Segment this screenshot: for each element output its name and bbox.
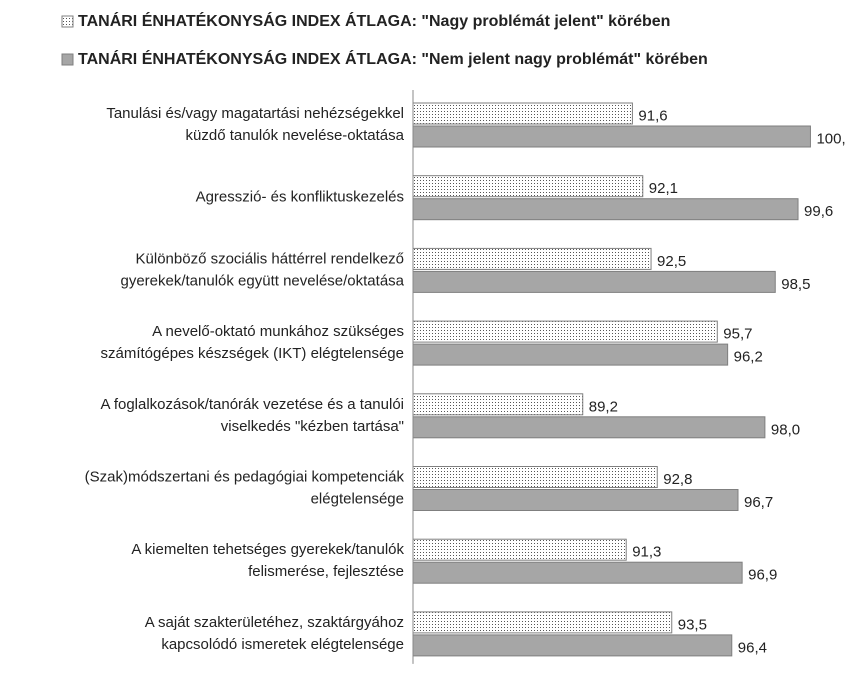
value-label: 100,2 — [816, 130, 846, 147]
category-label: viselkedés "kézben tartása" — [221, 418, 404, 435]
bar — [412, 270, 776, 293]
category-label: A kiemelten tehetséges gyerekek/tanulók — [131, 541, 404, 558]
bar — [412, 489, 739, 511]
bar — [412, 466, 658, 488]
value-label: 98,5 — [781, 276, 810, 293]
bar — [412, 561, 743, 584]
value-label: 96,7 — [744, 494, 773, 511]
value-label: 91,6 — [638, 107, 667, 124]
category-label: A foglalkozások/tanórák vezetése és a ta… — [100, 396, 404, 413]
category-label: számítógépes készségek (IKT) elégtelensé… — [101, 345, 405, 362]
value-label: 92,8 — [663, 471, 692, 488]
category-label: gyerekek/tanulók együtt nevelése/oktatás… — [120, 272, 404, 289]
value-label: 91,3 — [632, 544, 661, 561]
value-label: 95,7 — [723, 326, 752, 343]
bar — [412, 393, 584, 416]
bar — [412, 198, 799, 221]
bar — [412, 538, 627, 561]
legend-label: TANÁRI ÉNHATÉKONYSÁG INDEX ÁTLAGA: "Nagy… — [78, 11, 670, 30]
bar — [412, 175, 644, 198]
bar — [412, 343, 729, 366]
legend-swatch — [61, 53, 74, 66]
bar — [412, 611, 673, 634]
category-label: A saját szakterületéhez, szaktárgyához — [145, 614, 404, 631]
value-label: 96,9 — [748, 567, 777, 584]
bar — [412, 320, 718, 343]
value-label: 98,0 — [771, 421, 800, 438]
bar — [412, 634, 733, 657]
category-label: küzdő tanulók nevelése-oktatása — [186, 127, 405, 144]
category-label: kapcsolódó ismeretek elégtelensége — [161, 636, 404, 653]
value-label: 92,5 — [657, 253, 686, 270]
value-label: 93,5 — [678, 616, 707, 633]
bar — [412, 102, 633, 125]
bar — [412, 125, 811, 148]
category-label: felismerése, fejlesztése — [248, 563, 404, 580]
legend-label: TANÁRI ÉNHATÉKONYSÁG INDEX ÁTLAGA: "Nem … — [78, 49, 708, 68]
legend-swatch — [61, 15, 74, 28]
bar — [412, 247, 652, 270]
value-label: 96,4 — [738, 639, 767, 656]
value-label: 92,1 — [649, 180, 678, 197]
category-label: (Szak)módszertani és pedagógiai kompeten… — [85, 468, 405, 485]
category-label: A nevelő-oktató munkához szükséges — [152, 323, 404, 340]
value-label: 89,2 — [589, 398, 618, 415]
value-label: 96,2 — [734, 349, 763, 366]
bar — [412, 416, 766, 439]
category-label: Agresszió- és konfliktuskezelés — [196, 189, 404, 206]
category-label: Tanulási és/vagy magatartási nehézségekk… — [106, 105, 404, 122]
value-label: 99,6 — [804, 203, 833, 220]
category-label: Különböző szociális háttérrel rendelkező — [136, 250, 404, 267]
category-label: elégtelensége — [311, 490, 404, 507]
